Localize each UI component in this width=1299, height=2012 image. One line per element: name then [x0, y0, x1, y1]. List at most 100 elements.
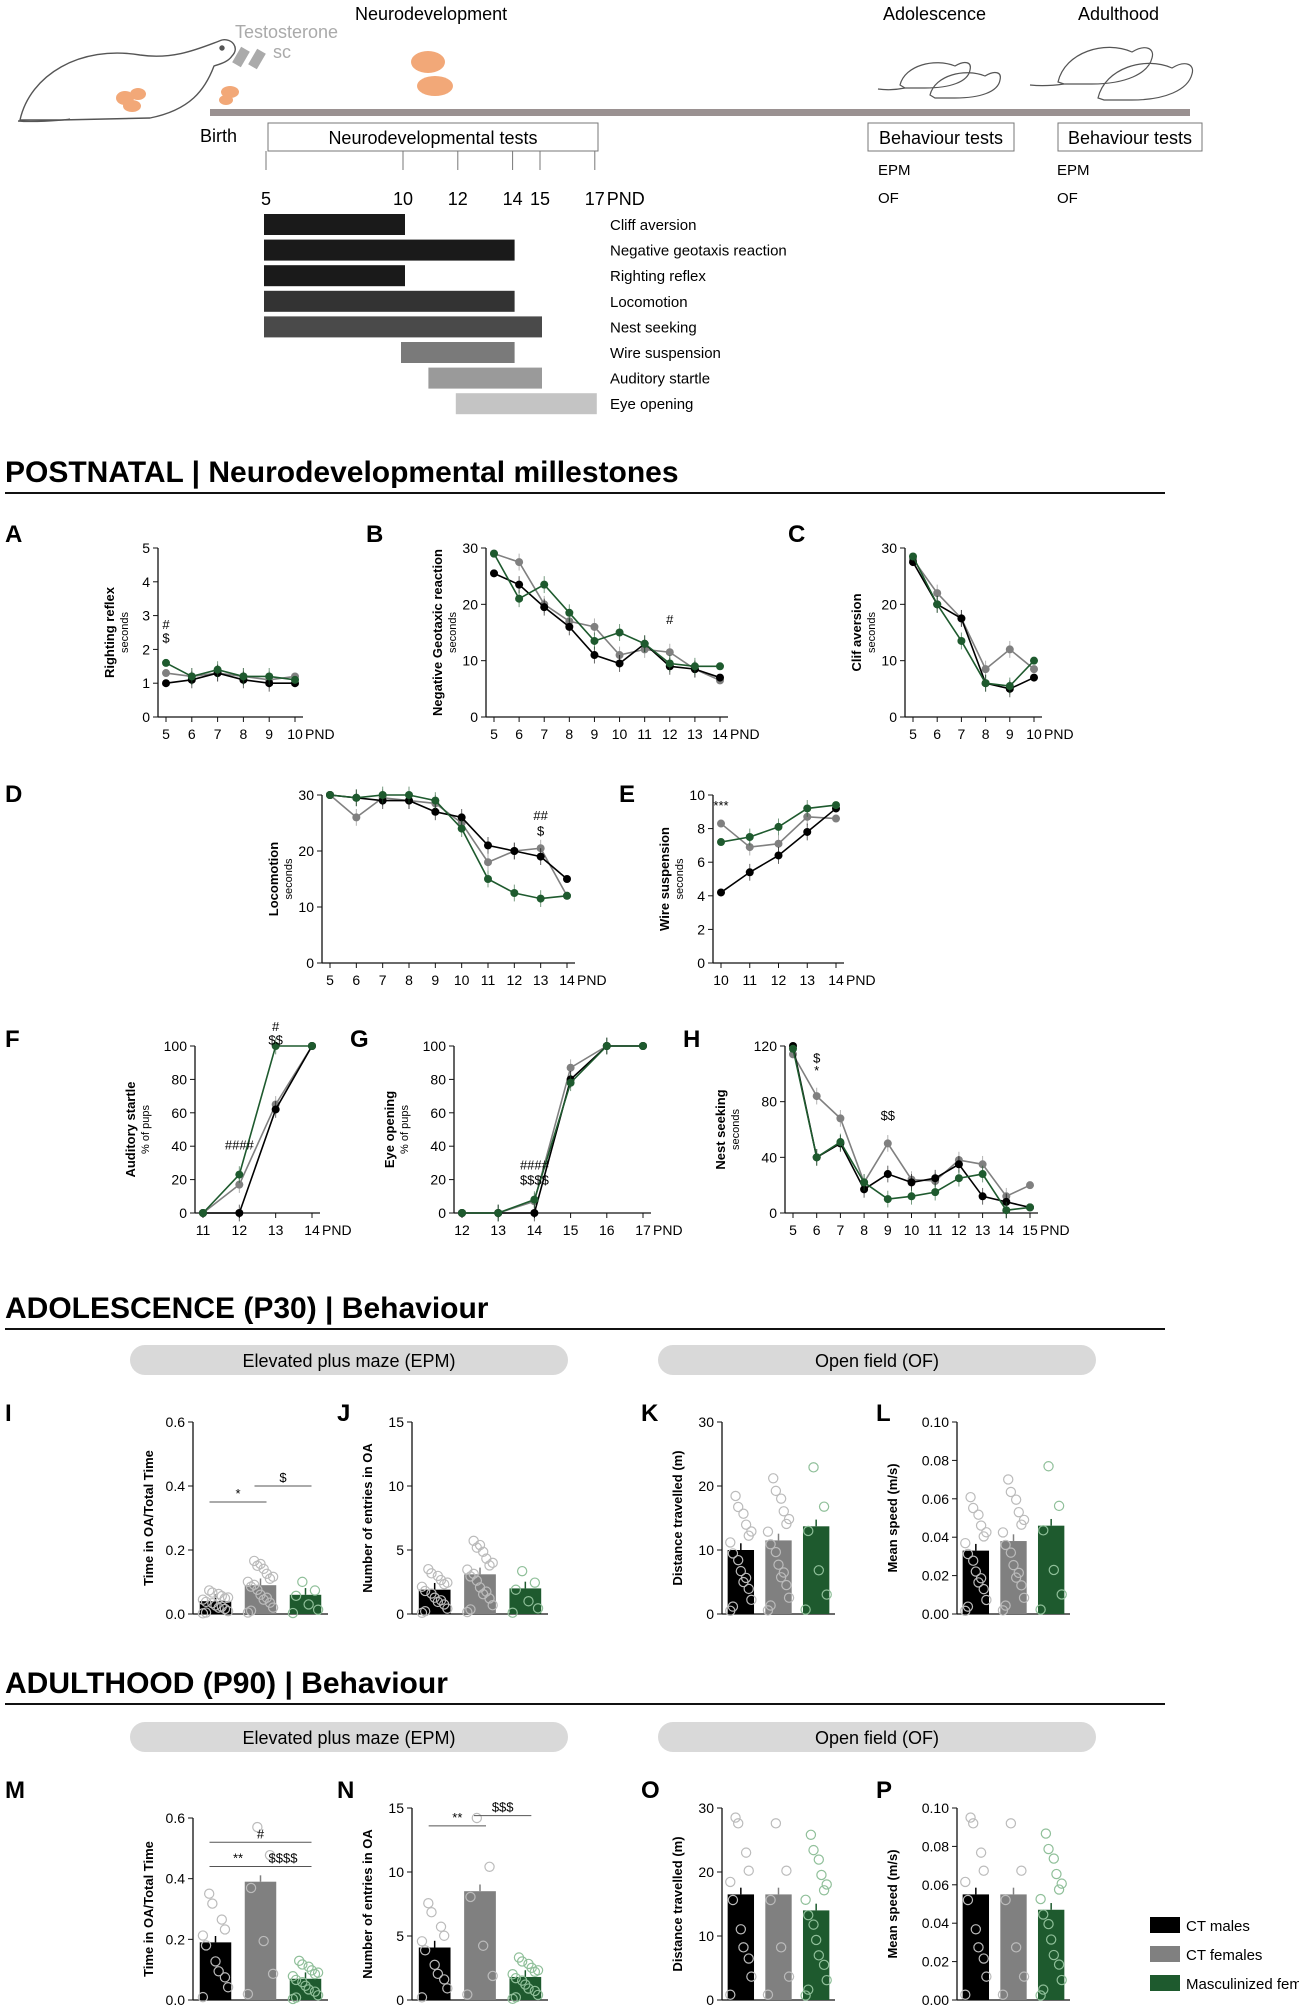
data-point-masculinized-females	[494, 1209, 503, 1217]
series-line-ct-females	[912, 558, 1035, 671]
data-point-ct-males	[423, 1563, 434, 1575]
bar-ct-females	[765, 1894, 792, 2000]
data-point-ct-females	[242, 1988, 254, 2000]
significance-marker: ####	[225, 1138, 255, 1153]
y-tick-label: 10	[298, 899, 314, 915]
data-point-ct-females	[487, 1970, 498, 1982]
data-point-masculinized-females	[290, 1992, 302, 2003]
x-tick-label: 12	[771, 972, 787, 988]
data-point-masculinized-females	[615, 628, 624, 637]
data-point-ct-females	[981, 665, 990, 674]
data-point-ct-females	[484, 1560, 495, 1571]
of-pill-label: Open field (OF)	[815, 1728, 939, 1748]
data-point-ct-females	[484, 1593, 495, 1604]
data-point-masculinized-females	[290, 1974, 302, 1986]
y-tick-label: 5	[396, 1542, 404, 1558]
gantt-label: Cliff aversion	[610, 217, 696, 234]
y-tick-label: 10	[388, 1864, 404, 1880]
data-point-ct-females	[832, 814, 840, 823]
data-point-masculinized-females	[1053, 1959, 1065, 1970]
y-axis-sublabel: seconds	[283, 858, 295, 899]
data-point-masculinized-females	[933, 600, 942, 609]
data-point-masculinized-females	[516, 1565, 528, 1577]
significance-marker: **	[452, 1810, 462, 1825]
data-point-ct-males	[965, 1812, 976, 1823]
data-point-masculinized-females	[1056, 1974, 1067, 1986]
panel-e: E 0 2 4 6 8 10 Wire suspension seconds 10 11 12 13 14…	[619, 781, 876, 988]
data-point-masculinized-females	[716, 662, 724, 671]
x-unit-label: PND	[1044, 726, 1074, 742]
y-tick-label: 30	[881, 540, 897, 556]
data-point-ct-females	[162, 669, 170, 678]
data-point-ct-males	[978, 1192, 987, 1201]
data-point-ct-males	[219, 1972, 231, 1983]
behaviour-tests-label-adolescence: Behaviour tests	[879, 128, 1003, 148]
gantt-label: Wire suspension	[610, 345, 721, 362]
data-point-ct-females	[812, 1092, 821, 1101]
significance-marker: #	[666, 612, 674, 627]
data-point-ct-females	[1008, 1559, 1019, 1571]
adolescence-test-of: OF	[878, 190, 899, 207]
data-point-ct-females	[1000, 1894, 1011, 1906]
y-axis-label: Eye opening	[382, 1091, 397, 1168]
y-axis-label: Locomotion	[266, 842, 281, 916]
stage-adulthood: Adulthood	[1078, 4, 1159, 24]
data-point-ct-males	[216, 1914, 227, 1925]
behaviour-tests-label-adulthood: Behaviour tests	[1068, 128, 1192, 148]
data-point-ct-males	[732, 1818, 744, 1829]
y-tick-label: 40	[171, 1138, 187, 1154]
data-point-masculinized-females	[516, 1975, 528, 1986]
significance-marker: ***	[713, 798, 728, 813]
y-tick-label: 0	[438, 1205, 446, 1221]
data-point-ct-females	[1010, 1942, 1022, 1953]
data-point-masculinized-females	[1005, 682, 1014, 691]
x-tick-label: 8	[565, 726, 573, 742]
treatment-label: Testosterone	[235, 22, 338, 42]
data-point-ct-males	[978, 1583, 989, 1595]
data-point-masculinized-females	[510, 1992, 522, 2003]
series-line-ct-males	[462, 1045, 643, 1214]
y-tick-label: 0.08	[922, 1838, 949, 1854]
data-point-masculinized-females	[1043, 1461, 1054, 1472]
data-point-masculinized-females	[566, 1078, 575, 1087]
data-point-masculinized-females	[510, 889, 519, 897]
data-point-masculinized-females	[507, 1969, 518, 1980]
panel-b: B 0 10 20 30 Negative Geotaxic reaction second…	[366, 521, 760, 742]
data-point-masculinized-females	[291, 675, 299, 684]
x-tick-label: 9	[591, 726, 599, 742]
x-tick-label: 7	[214, 726, 222, 742]
data-point-ct-males	[883, 1170, 892, 1179]
data-point-ct-males	[615, 659, 624, 668]
data-point-masculinized-females	[810, 1934, 822, 1946]
data-point-masculinized-females	[405, 791, 413, 799]
panel-letter: L	[876, 1400, 891, 1427]
data-point-ct-males	[210, 1600, 221, 1611]
data-point-ct-males	[735, 1565, 747, 1577]
y-tick-label: 4	[697, 888, 705, 904]
panel-a: A 0 1 2 3 4 5 Righting reflex seconds 5 6 7 8 9 10 PND $…	[5, 521, 335, 742]
x-tick-label: 14	[304, 1222, 320, 1238]
data-point-masculinized-females	[515, 594, 524, 603]
bar-masculinized-females	[289, 1594, 322, 1614]
series-line-masculinized-females	[202, 1045, 312, 1214]
panel-letter: D	[5, 781, 22, 808]
data-point-ct-males	[235, 1209, 244, 1217]
data-point-masculinized-females	[821, 1974, 832, 1986]
data-point-masculinized-females	[294, 1955, 305, 1967]
significance-marker: *	[814, 1063, 819, 1078]
data-point-ct-females	[264, 1849, 276, 1861]
series-line-masculinized-females	[493, 553, 720, 668]
stage-neurodevelopment: Neurodevelopment	[355, 4, 507, 24]
data-point-ct-females	[1016, 1580, 1027, 1591]
y-tick-label: 100	[423, 1038, 447, 1054]
data-point-masculinized-females	[271, 1042, 280, 1050]
data-point-masculinized-females	[1056, 1589, 1067, 1600]
day-tick-label: 10	[393, 189, 413, 209]
x-tick-label: 11	[637, 726, 652, 742]
data-point-ct-males	[426, 1588, 437, 1599]
data-point-masculinized-females	[1043, 1918, 1054, 1930]
y-tick-label: 2	[697, 921, 705, 937]
x-unit-label: PND	[653, 1222, 683, 1238]
data-point-ct-females	[775, 1942, 787, 1953]
